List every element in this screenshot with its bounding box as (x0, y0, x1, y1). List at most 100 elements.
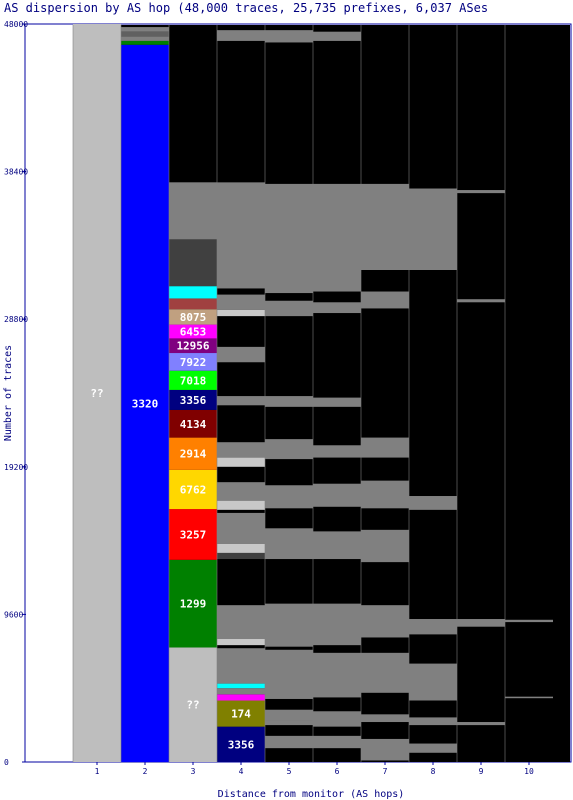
segment-label-hop3: 8075 (180, 311, 207, 324)
bar-segment-hop10-1 (505, 619, 553, 623)
bar-segment-hop4-9 (217, 543, 265, 553)
bar-segment-hop5-1 (265, 720, 313, 726)
segment-label-hop4: 174 (231, 708, 251, 721)
x-tick-label: 4 (239, 767, 244, 776)
bar-segment-hop6-10 (313, 31, 361, 41)
segment-label-hop3: 3257 (180, 528, 207, 541)
bar-segment-hop5-2 (265, 709, 313, 721)
bar-segment-hop8-2 (409, 663, 457, 701)
bar-segment-hop7-2 (361, 652, 409, 693)
x-tick-label: 10 (524, 767, 534, 776)
bar-segment-hop4-19 (217, 182, 265, 289)
segment-label-hop1: ?? (90, 387, 103, 400)
bar-segment-hop6-0 (313, 735, 361, 749)
bar-segment-hop9-3 (457, 190, 505, 194)
bar-segment-hop6-3 (313, 603, 361, 646)
bar-segment-hop1-unkunk (73, 24, 121, 762)
bar-segment-hop10-0 (505, 696, 553, 699)
bar-segment-hop7-0 (361, 738, 409, 761)
bar-segment-hop3-13 (169, 286, 217, 299)
bar-segment-hop9-2 (457, 299, 505, 303)
segment-label-hop3: 7018 (180, 374, 207, 387)
bar-segment-hop8-3 (409, 619, 457, 635)
y-axis-label: Number of traces (3, 345, 14, 441)
bar-segment-hop3-unkunk (169, 647, 217, 762)
x-tick-label: 3 (191, 767, 196, 776)
x-tick-label: 1 (95, 767, 100, 776)
x-tick-label: 6 (335, 767, 340, 776)
bar-segment-hop4-18 (217, 294, 265, 310)
bar-segment-hop2-4 (121, 27, 169, 32)
bar-segment-hop7-4 (361, 529, 409, 563)
bar-segment-hop4-13 (217, 457, 265, 467)
bar-segment-hop6-8 (313, 302, 361, 314)
segment-label-hop3: 2914 (180, 448, 207, 461)
segment-label-hop3: 4134 (180, 418, 207, 431)
bar-segment-hop7-8 (361, 183, 409, 270)
bar-segment-hop2-2 (121, 36, 169, 41)
bar-segment-hop5-10 (265, 183, 313, 294)
segment-label-hop2: 3320 (132, 397, 159, 410)
bar-segment-hop3-1299 (169, 559, 217, 648)
bar-segment-hop5-8 (265, 396, 313, 407)
bar-stack-group: ?? 3320?? 1299 3257 6762 2914 4134 3356 7018 7922… (72, 24, 570, 763)
segment-label-hop3: 6762 (180, 483, 207, 496)
bar-segment-hop7-6 (361, 437, 409, 458)
bar-segment-hop6-2 (313, 652, 361, 698)
bar-segment-hop8-4 (409, 496, 457, 510)
bar-segment-hop6-4 (313, 531, 361, 560)
bar-segment-hop3-12 (169, 298, 217, 310)
bar-segment-hop4-2 (217, 694, 265, 701)
bar-segment-hop9-1 (457, 619, 505, 627)
bar-segment-hop5-5 (265, 528, 313, 560)
bar-segment-hop2-3320 (121, 44, 169, 763)
bar-segment-hop8-5 (409, 188, 457, 270)
bar-segment-hop4-3 (217, 688, 265, 695)
x-axis-label: Distance from monitor (AS hops) (218, 789, 405, 800)
bar-segment-hop4-8 (217, 552, 265, 560)
bar-segment-hop5-6 (265, 485, 313, 509)
bar-segment-hop4-6 (217, 639, 265, 646)
bar-segment-hop7-1 (361, 714, 409, 723)
bar-segment-hop4-7 (217, 605, 265, 639)
x-tick-label: 5 (287, 767, 292, 776)
bar-segment-hop6-7 (313, 397, 361, 407)
bar-segment-hop3-3257 (169, 509, 217, 560)
bar-segment-hop4-14 (217, 442, 265, 458)
segment-label-hop3: 7922 (180, 356, 207, 369)
bar-segment-hop4-17 (217, 309, 265, 317)
segment-label-hop3: 12956 (176, 340, 209, 353)
bar-segment-hop2-3 (121, 31, 169, 37)
y-tick-label: 0 (4, 758, 9, 767)
y-tick-label: 38400 (4, 168, 28, 177)
bar-segment-hop3-15 (169, 182, 217, 240)
y-axis-ticks: 0 9600 19200 28800 38400 48000 (4, 20, 28, 767)
bar-segment-hop6-9 (313, 183, 361, 292)
bar-segment-hop4-4 (217, 683, 265, 689)
bar-segment-hop9-0 (457, 722, 505, 726)
segment-label-hop3: 1299 (180, 598, 207, 611)
bar-segment-hop6-6 (313, 445, 361, 458)
bar-segment-hop4-15 (217, 396, 265, 406)
bar-segment-hop5-7 (265, 439, 313, 460)
bar-segment-hop3-6453 (169, 324, 217, 339)
bar-segment-hop4-5 (217, 648, 265, 684)
y-tick-label: 9600 (4, 610, 23, 619)
bar-segment-hop4-10 (217, 512, 265, 544)
bar-segment-hop2-1 (121, 40, 169, 45)
bar-segment-hop5-0 (265, 735, 313, 749)
y-tick-label: 48000 (4, 20, 28, 29)
chart-title: AS dispersion by AS hop (48,000 traces, … (4, 1, 488, 15)
bar-segment-hop3-7922 (169, 353, 217, 371)
bar-segment-hop7-3 (361, 605, 409, 638)
x-axis-ticks: 1 2 3 4 5 6 7 8 9 10 (95, 762, 534, 776)
bar-segment-hop5-9 (265, 300, 313, 317)
bar-segment-hop5-4 (265, 603, 313, 647)
bar-segment-hop3-6762 (169, 469, 217, 510)
bar-segment-hop3-12956 (169, 338, 217, 354)
bar-segment-hop5-11 (265, 30, 313, 43)
bar-segment-hop6-1 (313, 711, 361, 727)
bar-segment-hop3-2914 (169, 437, 217, 470)
bar-segment-hop6-5 (313, 483, 361, 507)
segment-label-hop3: 6453 (180, 326, 207, 339)
